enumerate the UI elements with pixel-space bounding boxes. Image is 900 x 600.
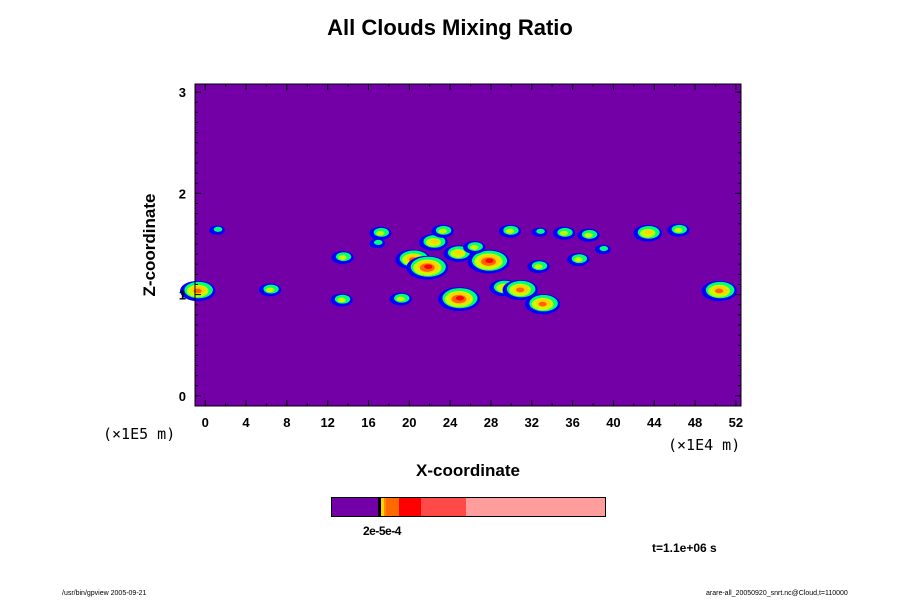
cloud-cell-12-level-3 <box>454 250 464 255</box>
y-tick-label-2: 2 <box>179 186 186 201</box>
x-tick-label-11: 44 <box>647 415 662 430</box>
legend-swatch-4 <box>386 498 399 516</box>
cloud-cell-24-level-2 <box>574 257 583 263</box>
legend-swatch-7 <box>466 498 605 516</box>
cloud-cell-28-level-4 <box>715 288 724 294</box>
cloud-cell-2-level-2 <box>265 287 275 293</box>
x-tick-label-9: 36 <box>565 415 579 430</box>
footer-source: arare-all_20050920_snrt.nc@Cloud,t=11000… <box>706 590 848 597</box>
x-tick-label-12: 48 <box>688 415 702 430</box>
cloud-cell-1-level-1 <box>213 226 223 232</box>
x-tick-label-1: 4 <box>242 415 250 430</box>
legend-swatch-5 <box>399 498 421 516</box>
x-tick-label-3: 12 <box>320 415 334 430</box>
cloud-cell-19-level-4 <box>538 301 547 307</box>
cloud-cell-5-level-2 <box>376 230 385 236</box>
color-legend-label: 2e-5e-4 <box>363 524 401 538</box>
cloud-cell-18-level-2 <box>534 264 543 270</box>
y-tick-label-3: 3 <box>179 85 186 100</box>
x-tick-label-8: 32 <box>525 415 539 430</box>
x-tick-label-13: 52 <box>729 415 743 430</box>
cloud-cell-21-level-1 <box>536 228 545 234</box>
cloud-cell-15-level-2 <box>470 244 479 250</box>
cloud-cell-11-level-2 <box>438 228 447 234</box>
cloud-cell-27-level-2 <box>674 227 683 233</box>
cloud-cell-25-level-1 <box>599 246 609 252</box>
cloud-cell-6-level-1 <box>373 239 383 246</box>
y-axis-unit: (×1E5 m) <box>103 425 176 443</box>
plot-frame <box>194 83 742 407</box>
x-axis-label: X-coordinate <box>416 461 520 480</box>
cloud-cell-7-level-2 <box>396 296 405 302</box>
x-axis-unit: (×1E4 m) <box>668 436 741 454</box>
y-tick-label-0: 0 <box>179 389 186 404</box>
x-tick-label-7: 28 <box>484 415 498 430</box>
cloud-cell-14-level-5 <box>485 258 494 264</box>
legend-swatch-2 <box>381 498 384 516</box>
x-tick-label-10: 40 <box>606 415 620 430</box>
cloud-cell-17-level-4 <box>516 287 525 293</box>
x-tick-label-2: 8 <box>283 415 290 430</box>
x-tick-label-4: 16 <box>361 415 375 430</box>
cloud-cell-0-level-4 <box>193 288 202 294</box>
legend-swatch-3 <box>384 498 386 516</box>
cloud-cell-22-level-2 <box>559 230 569 236</box>
footer-command: /usr/bin/gpview 2005-09-21 <box>62 590 147 597</box>
cloud-cell-4-level-2 <box>337 297 346 303</box>
cloud-cell-13-level-5 <box>455 295 464 301</box>
cloud-cell-10-level-3 <box>430 239 439 244</box>
legend-swatch-0 <box>332 498 378 516</box>
x-tick-label-6: 24 <box>443 415 458 430</box>
cloud-cell-9-level-5 <box>424 264 433 270</box>
x-tick-label-0: 0 <box>202 415 209 430</box>
cloud-cell-26-level-3 <box>644 229 653 235</box>
cloud-cell-20-level-2 <box>505 228 515 234</box>
time-annotation: t=1.1e+06 s <box>652 541 717 555</box>
color-legend-bar <box>331 497 606 517</box>
y-tick-label-1: 1 <box>179 288 186 303</box>
x-tick-label-5: 20 <box>402 415 416 430</box>
legend-swatch-1 <box>378 498 381 516</box>
cloud-cell-3-level-2 <box>338 255 347 260</box>
cloud-cell-23-level-2 <box>584 232 593 238</box>
y-axis-label: Z-coordinate <box>140 193 159 297</box>
legend-swatch-6 <box>421 498 466 516</box>
chart-title: All Clouds Mixing Ratio <box>327 15 573 40</box>
